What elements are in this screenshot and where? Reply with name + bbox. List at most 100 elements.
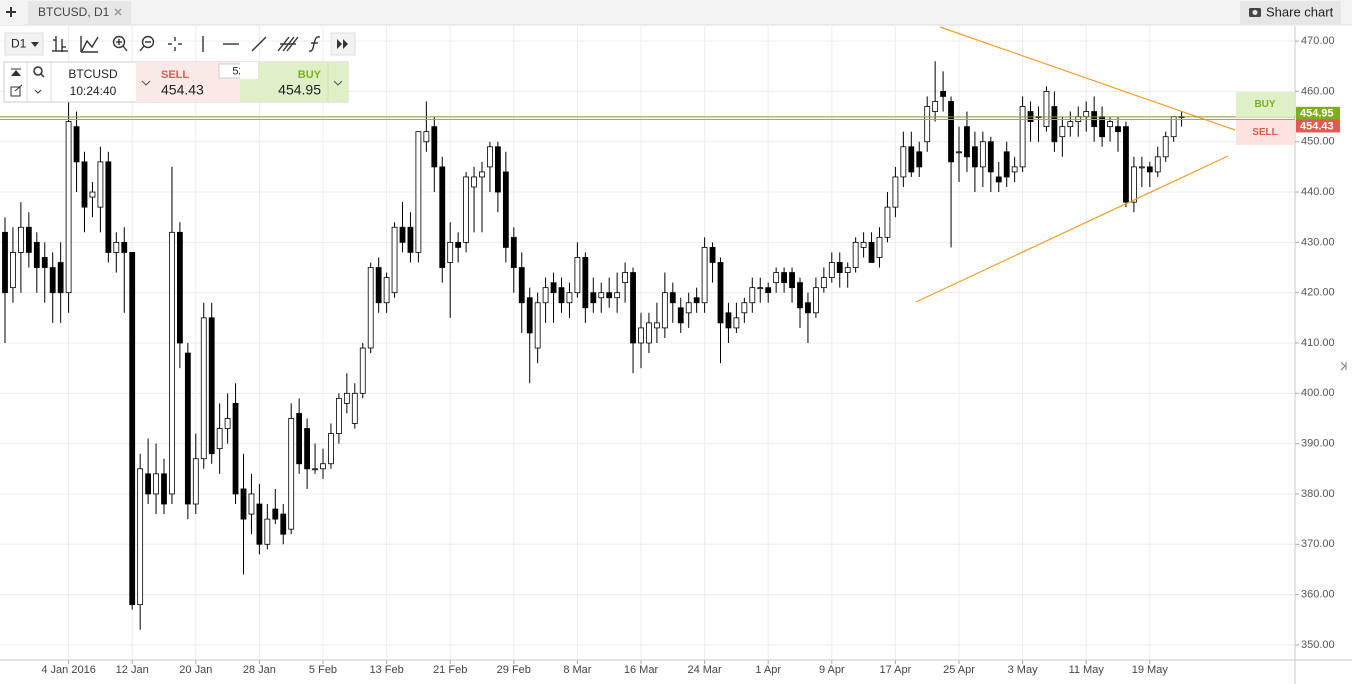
candle-body xyxy=(335,397,342,434)
candle-body xyxy=(606,292,613,299)
candle-body xyxy=(805,302,811,314)
candle-body xyxy=(25,226,32,253)
share-chart-button[interactable]: Share chart xyxy=(1240,1,1341,24)
candle-body xyxy=(773,272,780,284)
candle-body xyxy=(399,226,406,243)
chart-tab[interactable]: BTCUSD, D1 xyxy=(28,1,131,25)
tab-close[interactable] xyxy=(114,8,122,16)
candle-body xyxy=(1083,111,1090,117)
candle-body xyxy=(932,101,939,112)
share-chart-label: Share chart xyxy=(1266,4,1334,19)
candle-body xyxy=(304,428,311,470)
candle-body xyxy=(661,292,668,329)
candle-body xyxy=(781,272,787,284)
candle-body xyxy=(590,292,597,304)
candle-body xyxy=(240,488,247,520)
sell-button[interactable]: SELL 454.43 xyxy=(136,62,240,102)
channel-button[interactable] xyxy=(277,36,299,52)
candle-body xyxy=(415,131,422,253)
candle-body xyxy=(121,241,128,253)
candle-body xyxy=(41,257,48,268)
quick-sell-button[interactable]: SELL xyxy=(1236,120,1294,145)
candle-body xyxy=(176,231,183,344)
collapse-button[interactable] xyxy=(11,68,21,76)
candle-body xyxy=(789,272,795,289)
x-tick-label: 24 Mar xyxy=(687,664,722,676)
candle-body xyxy=(844,267,851,273)
x-tick-label: 20 Jan xyxy=(179,664,212,676)
quick-buy-button[interactable]: BUY xyxy=(1236,92,1294,117)
candle-body xyxy=(248,493,255,515)
candle-body xyxy=(1051,106,1058,143)
ticker-widget: BTCUSD 10:24:40 SELL 454.43 52 BUY 454.9… xyxy=(3,61,349,103)
tab-bar xyxy=(0,0,1352,25)
candle-style-button[interactable] xyxy=(52,36,68,52)
candle-body xyxy=(510,236,517,268)
candle-body xyxy=(614,292,621,299)
x-tick-label: 11 May xyxy=(1069,664,1105,676)
x-tick-label: 25 Apr xyxy=(943,664,975,676)
candle-body xyxy=(343,392,350,404)
quick-buy-label: BUY xyxy=(1254,99,1275,110)
candle-body xyxy=(81,161,88,208)
candle-body xyxy=(161,473,167,505)
candle-body xyxy=(2,231,8,294)
zoom-out-button[interactable] xyxy=(139,35,155,52)
interval-select[interactable]: D1 xyxy=(4,32,44,56)
search-button[interactable] xyxy=(33,66,45,78)
candle-body xyxy=(860,241,867,248)
y-tick-label: 420.00 xyxy=(1301,287,1335,299)
trend-line-button[interactable] xyxy=(251,36,267,52)
candle-body xyxy=(1067,121,1074,128)
candle-body xyxy=(312,468,318,471)
candle-body xyxy=(1011,166,1018,173)
tab-title: BTCUSD, D1 xyxy=(38,5,110,19)
crosshair-button[interactable] xyxy=(168,37,182,51)
candle-body xyxy=(129,252,136,606)
candle-body xyxy=(749,287,756,304)
axis-collapse-handle[interactable] xyxy=(1340,361,1347,371)
candle-body xyxy=(924,106,931,143)
candle-body xyxy=(813,287,819,314)
y-tick-label: 470.00 xyxy=(1301,35,1335,47)
buy-button[interactable]: BUY 454.95 xyxy=(240,62,348,102)
candle-body xyxy=(598,292,605,299)
candle-body xyxy=(574,257,581,294)
x-tick-label: 4 Jan 2016 xyxy=(41,664,95,676)
candle-body xyxy=(757,287,764,290)
y-tick-label: 460.00 xyxy=(1301,85,1335,97)
ticker-time: 10:24:40 xyxy=(70,84,117,98)
y-tick-label: 370.00 xyxy=(1301,538,1335,550)
candle-body xyxy=(1154,156,1161,173)
more-tools-button[interactable] xyxy=(330,32,356,56)
candle-body xyxy=(431,126,438,168)
zoom-in-button[interactable] xyxy=(112,35,128,52)
open-external-button[interactable] xyxy=(10,84,23,97)
expand-button[interactable] xyxy=(34,89,42,94)
candle-body xyxy=(534,302,541,349)
candle-body xyxy=(797,282,803,309)
x-tick-label: 28 Jan xyxy=(243,664,276,676)
candle-body xyxy=(709,246,716,263)
candle-body xyxy=(669,292,676,304)
candle-body xyxy=(518,267,525,304)
candle-body xyxy=(1115,126,1121,133)
candle-body xyxy=(892,176,899,208)
candle-body xyxy=(725,312,732,329)
y-tick-label: 360.00 xyxy=(1301,588,1335,600)
candle-body xyxy=(216,428,223,450)
candle-body xyxy=(33,241,40,268)
new-tab-button[interactable] xyxy=(0,0,24,25)
candle-body xyxy=(884,206,891,238)
y-tick-label: 430.00 xyxy=(1301,236,1335,248)
function-button[interactable] xyxy=(308,36,321,52)
candle-body xyxy=(423,131,430,143)
candle-body xyxy=(693,297,700,304)
trend-line[interactable] xyxy=(915,155,1229,303)
candle-body xyxy=(65,121,72,294)
indicators-button[interactable] xyxy=(80,36,99,53)
trend-line[interactable] xyxy=(939,26,1236,131)
sell-price: 454.43 xyxy=(161,82,204,98)
candle-body xyxy=(765,287,772,294)
toolbar: D1 xyxy=(4,32,356,56)
